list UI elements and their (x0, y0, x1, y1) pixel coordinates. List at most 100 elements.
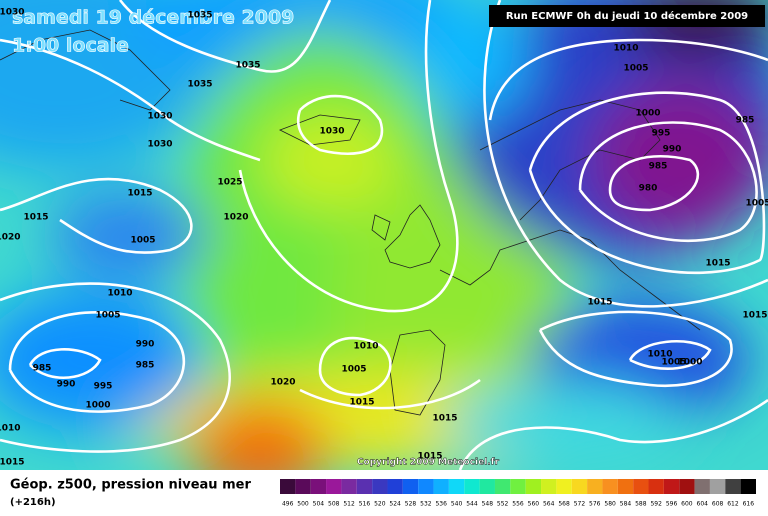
isobar-label: 1035 (187, 11, 212, 21)
scale-swatch (295, 479, 311, 494)
scale-swatch (448, 479, 465, 494)
scale-label: 564 (543, 501, 555, 508)
isobar-label: 1015 (705, 259, 730, 269)
isobar-label: 1015 (587, 298, 612, 308)
isobar-label: 1010 (107, 289, 132, 299)
scale-swatch (709, 479, 726, 494)
scale-label: 496 (282, 501, 294, 508)
scale-label: 504 (313, 501, 325, 508)
scale-swatch (341, 479, 357, 494)
scale-label: 604 (697, 501, 709, 508)
scale-swatch (740, 479, 756, 494)
scale-swatch (310, 479, 327, 494)
scale-label: 524 (389, 501, 401, 508)
scale-swatch (571, 479, 588, 494)
isobar-label: 1015 (127, 189, 152, 199)
scale-swatch (663, 479, 680, 494)
scale-swatch (602, 479, 618, 494)
isobar-label: 1035 (187, 80, 212, 90)
isobar-label: 1020 (270, 378, 295, 388)
isobars (0, 0, 768, 470)
scale-label: 520 (374, 501, 386, 508)
isobar-label: 1005 (745, 199, 768, 209)
copyright: Copyright 2009 Meteociel.fr (357, 458, 500, 468)
isobar-label: 1015 (742, 311, 767, 321)
isobar-label: 1000 (85, 401, 110, 411)
scale-label: 616 (743, 501, 755, 508)
scale-swatch (372, 479, 388, 494)
scale-label: 560 (528, 501, 540, 508)
scale-swatch (617, 479, 634, 494)
isobar-label: 1000 (677, 358, 702, 368)
coastlines (0, 29, 701, 416)
scale-label: 508 (328, 501, 340, 508)
scale-label: 512 (343, 501, 355, 508)
isobar-label: 1005 (95, 311, 120, 321)
isobar-label: 990 (57, 380, 76, 390)
isobar-label: 1015 (417, 452, 442, 462)
isobar-label: 1015 (0, 458, 25, 468)
scale-label: 588 (635, 501, 647, 508)
scale-swatch (280, 479, 296, 494)
scale-label: 500 (297, 501, 309, 508)
isobar-label: 1005 (623, 64, 648, 74)
scale-swatch (464, 479, 480, 494)
run-box (489, 5, 765, 27)
scale-label: 532 (420, 501, 432, 508)
scale-swatch (356, 479, 373, 494)
isobar-label: 990 (136, 340, 155, 350)
run-info: Run ECMWF 0h du jeudi 10 décembre 2009 (506, 10, 748, 22)
scale-swatch (479, 479, 495, 494)
scale-label: 580 (604, 501, 616, 508)
isobar-label: 1010 (647, 350, 672, 360)
scale-label: 592 (650, 501, 662, 508)
scale-label: 548 (482, 501, 494, 508)
scale-swatch (587, 479, 603, 494)
scale-label: 584 (620, 501, 632, 508)
scale-swatch (541, 479, 557, 494)
scale-label: 536 (435, 501, 447, 508)
isobar-label: 1035 (235, 61, 260, 71)
scale-swatch (402, 479, 419, 494)
isobar-label: 1015 (23, 213, 48, 223)
scale-label: 572 (574, 501, 586, 508)
isobar-label: 1020 (0, 233, 21, 243)
scale-label: 568 (558, 501, 570, 508)
map-subtitle: 1:00 locale (12, 35, 129, 57)
scale-label: 608 (712, 501, 724, 508)
isobar-label: 985 (736, 116, 755, 126)
isobar-label: 1010 (0, 424, 21, 434)
field-name: Géop. z500, pression niveau mer (10, 478, 251, 493)
isobar-label: 1030 (147, 140, 172, 150)
isobar-label: 985 (649, 162, 668, 172)
scale-swatch (694, 479, 710, 494)
scale-label: 596 (666, 501, 678, 508)
isobar-label: 985 (136, 361, 155, 371)
field (0, 0, 768, 470)
scale-swatch (725, 479, 741, 494)
isobar-label: 995 (652, 129, 671, 139)
scale-label: 544 (466, 501, 478, 508)
isobar-label: 990 (663, 145, 682, 155)
scale-swatch (648, 479, 664, 494)
map-title: samedi 19 décembre 2009 (12, 7, 294, 29)
isobar-label: 1005 (341, 365, 366, 375)
isobar-label: 1025 (217, 178, 242, 188)
scale-swatch (633, 479, 649, 494)
scale-swatch (556, 479, 572, 494)
isobar-label: 1020 (223, 213, 248, 223)
scale-label: 516 (359, 501, 371, 508)
color-scale: 496 500 504 508 512 516 520 524 528 532 536 540 544 5… (280, 479, 756, 508)
scale-label: 528 (405, 501, 417, 508)
isobar-label: 1010 (613, 44, 638, 54)
scale-swatch (326, 479, 342, 494)
scale-swatch (525, 479, 542, 494)
isobar-label: 1015 (432, 414, 457, 424)
isobar-label: 1010 (353, 342, 378, 352)
isobar-label: 1015 (349, 398, 374, 408)
scale-swatch (494, 479, 511, 494)
scale-label: 612 (727, 501, 739, 508)
scale-swatch (433, 479, 449, 494)
isobar-label: 1000 (635, 109, 660, 119)
scale-label: 552 (497, 501, 509, 508)
